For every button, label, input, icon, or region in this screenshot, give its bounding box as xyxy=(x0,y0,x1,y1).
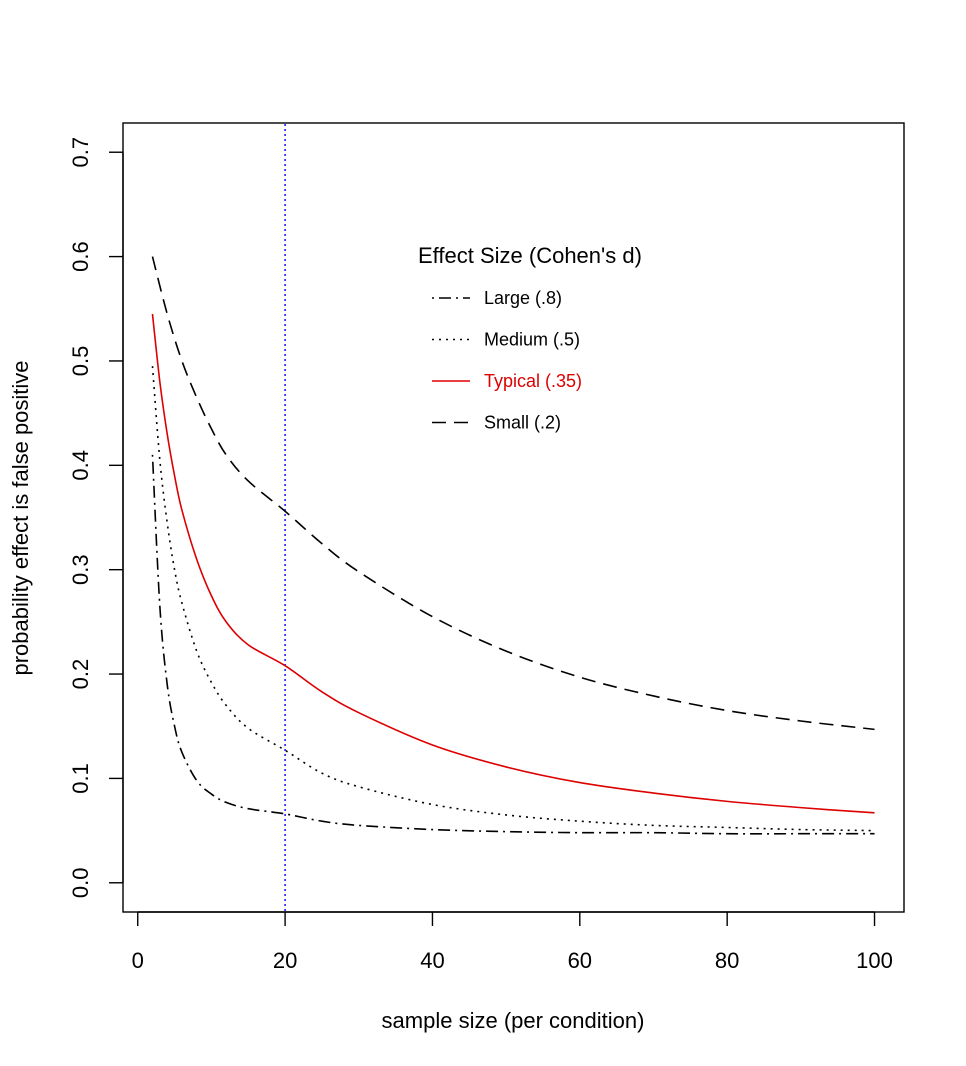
legend-label: Small (.2) xyxy=(484,413,561,433)
series-line-3 xyxy=(151,256,875,731)
x-tick-label: 100 xyxy=(856,948,893,973)
y-tick-label: 0.5 xyxy=(68,346,93,377)
y-tick-label: 0.3 xyxy=(68,554,93,585)
y-tick-label: 0.7 xyxy=(68,137,93,168)
legend-label: Medium (.5) xyxy=(484,330,580,350)
legend-title: Effect Size (Cohen's d) xyxy=(418,243,642,268)
y-tick-label: 0.6 xyxy=(68,241,93,272)
legend-label: Typical (.35) xyxy=(484,371,582,391)
legend-label: Large (.8) xyxy=(484,288,562,308)
y-tick-label: 0.4 xyxy=(68,450,93,481)
x-tick-label: 40 xyxy=(420,948,444,973)
x-tick-label: 20 xyxy=(273,948,297,973)
series-layer xyxy=(151,256,875,835)
series-line-0 xyxy=(151,454,875,835)
legend: Effect Size (Cohen's d) Large (.8) Medium… xyxy=(418,243,642,433)
series-line-1 xyxy=(151,366,875,832)
y-axis: 0.0 0.1 0.2 0.3 0.4 0.5 0.6 0.7 xyxy=(68,137,124,898)
x-axis-title: sample size (per condition) xyxy=(382,1008,645,1033)
x-tick-label: 0 xyxy=(132,948,144,973)
x-tick-label: 80 xyxy=(715,948,739,973)
x-axis: 0 20 40 60 80 100 xyxy=(132,911,893,973)
plot-frame xyxy=(122,122,905,913)
y-tick-label: 0.2 xyxy=(68,659,93,690)
y-tick-label: 0.0 xyxy=(68,867,93,898)
x-tick-label: 60 xyxy=(568,948,592,973)
y-axis-title: probability effect is false positive xyxy=(8,360,33,675)
series-line-2 xyxy=(151,313,875,814)
y-tick-label: 0.1 xyxy=(68,763,93,794)
